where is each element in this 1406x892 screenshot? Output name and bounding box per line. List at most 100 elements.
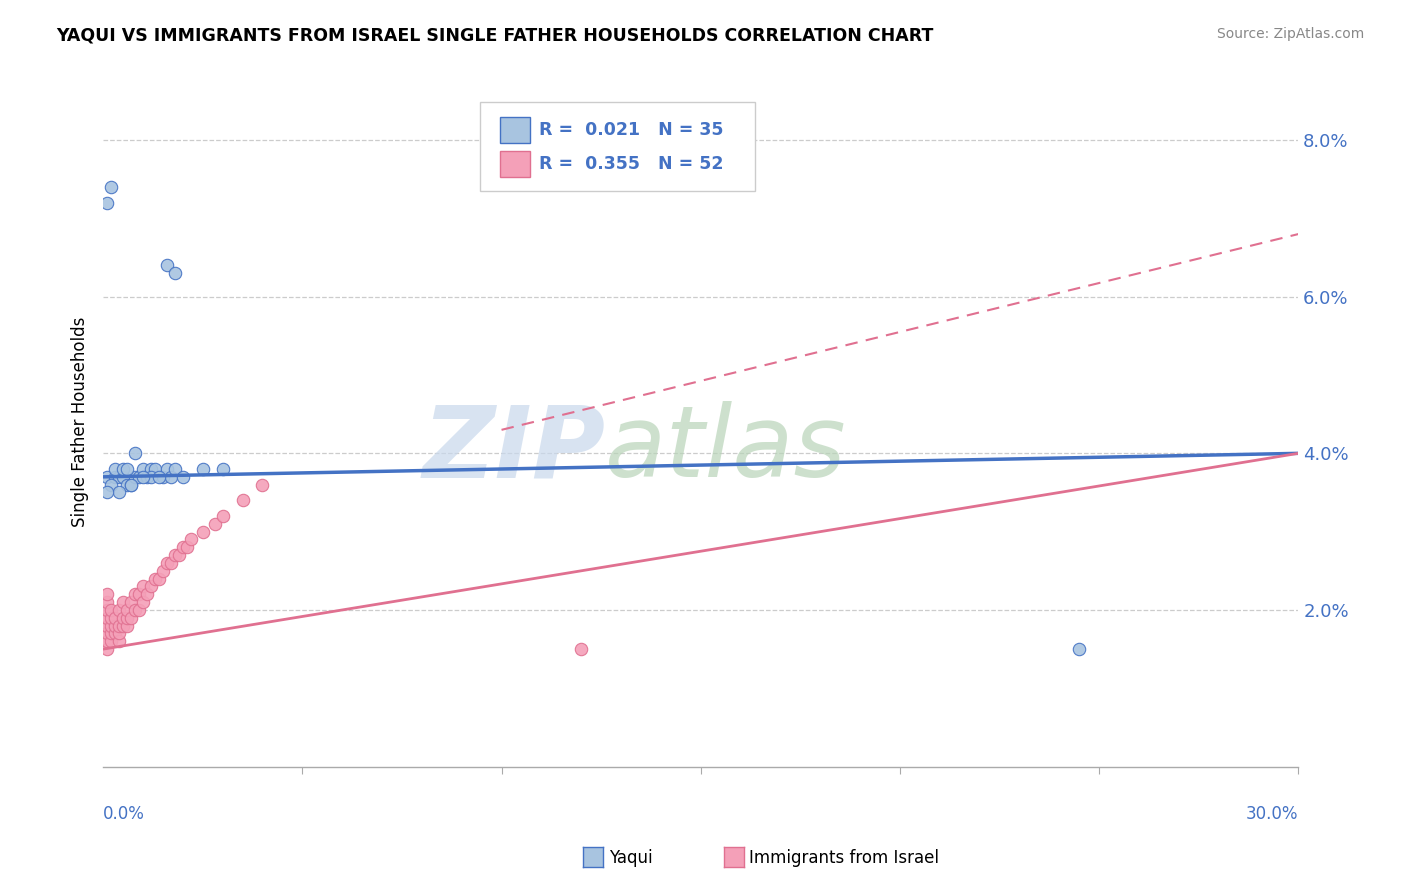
Point: [163, 462, 186, 476]
Point: [124, 587, 146, 601]
Point: [148, 470, 170, 484]
Point: [96, 642, 118, 657]
Point: [160, 470, 183, 484]
Text: R =  0.355   N = 52: R = 0.355 N = 52: [540, 155, 724, 173]
Text: R =  0.021   N = 35: R = 0.021 N = 35: [540, 120, 724, 139]
Point: [96, 587, 118, 601]
Point: [128, 470, 150, 484]
Point: [96, 470, 118, 484]
Text: Immigrants from Israel: Immigrants from Israel: [749, 849, 939, 867]
Point: [124, 603, 146, 617]
Point: [180, 533, 202, 547]
Point: [132, 462, 155, 476]
Point: [139, 462, 162, 476]
Point: [115, 618, 138, 632]
Point: [148, 572, 170, 586]
Point: [211, 462, 233, 476]
Point: [108, 634, 131, 648]
Point: [160, 556, 183, 570]
Point: [204, 516, 226, 531]
Point: [100, 626, 122, 640]
Text: YAQUI VS IMMIGRANTS FROM ISRAEL SINGLE FATHER HOUSEHOLDS CORRELATION CHART: YAQUI VS IMMIGRANTS FROM ISRAEL SINGLE F…: [56, 27, 934, 45]
Point: [96, 611, 118, 625]
Point: [120, 477, 142, 491]
Point: [167, 548, 190, 562]
Point: [1069, 642, 1091, 657]
Point: [156, 462, 179, 476]
Point: [124, 446, 146, 460]
Point: [128, 587, 150, 601]
Y-axis label: Single Father Households: Single Father Households: [72, 317, 89, 527]
Point: [108, 626, 131, 640]
Point: [100, 180, 122, 194]
Point: [136, 470, 159, 484]
Point: [152, 470, 174, 484]
Point: [96, 626, 118, 640]
Point: [191, 524, 214, 539]
Point: [104, 626, 127, 640]
Point: [252, 477, 274, 491]
Point: [232, 493, 254, 508]
Point: [104, 618, 127, 632]
Point: [124, 470, 146, 484]
Point: [100, 603, 122, 617]
Point: [104, 470, 127, 484]
Point: [112, 462, 135, 476]
Point: [191, 462, 214, 476]
Point: [108, 485, 131, 500]
Point: [112, 595, 135, 609]
Text: Source: ZipAtlas.com: Source: ZipAtlas.com: [1216, 27, 1364, 41]
Point: [120, 611, 142, 625]
Point: [172, 541, 194, 555]
Point: [152, 564, 174, 578]
FancyBboxPatch shape: [501, 117, 530, 143]
Text: atlas: atlas: [605, 401, 846, 498]
Point: [569, 642, 592, 657]
FancyBboxPatch shape: [501, 151, 530, 178]
Point: [172, 470, 194, 484]
Point: [100, 611, 122, 625]
Point: [156, 259, 179, 273]
Point: [163, 266, 186, 280]
Point: [132, 579, 155, 593]
Point: [139, 579, 162, 593]
Point: [112, 611, 135, 625]
Point: [100, 634, 122, 648]
Point: [163, 548, 186, 562]
Point: [120, 477, 142, 491]
Point: [108, 470, 131, 484]
Point: [100, 477, 122, 491]
Text: ZIP: ZIP: [422, 401, 605, 498]
Point: [96, 195, 118, 210]
Point: [108, 618, 131, 632]
Point: [156, 556, 179, 570]
Text: Yaqui: Yaqui: [609, 849, 652, 867]
Point: [96, 603, 118, 617]
Point: [115, 477, 138, 491]
Text: 0.0%: 0.0%: [103, 805, 145, 823]
Point: [120, 595, 142, 609]
Point: [143, 572, 166, 586]
FancyBboxPatch shape: [479, 102, 755, 191]
Point: [136, 587, 159, 601]
Point: [112, 470, 135, 484]
Point: [100, 618, 122, 632]
Point: [128, 603, 150, 617]
Text: 30.0%: 30.0%: [1246, 805, 1298, 823]
Point: [96, 618, 118, 632]
Point: [115, 462, 138, 476]
Point: [115, 603, 138, 617]
Point: [143, 462, 166, 476]
Point: [112, 618, 135, 632]
Point: [96, 595, 118, 609]
Point: [211, 508, 233, 523]
Point: [115, 611, 138, 625]
Point: [104, 462, 127, 476]
Point: [139, 470, 162, 484]
Point: [132, 470, 155, 484]
Point: [104, 611, 127, 625]
Point: [108, 603, 131, 617]
Point: [132, 595, 155, 609]
Point: [176, 541, 198, 555]
Point: [96, 634, 118, 648]
